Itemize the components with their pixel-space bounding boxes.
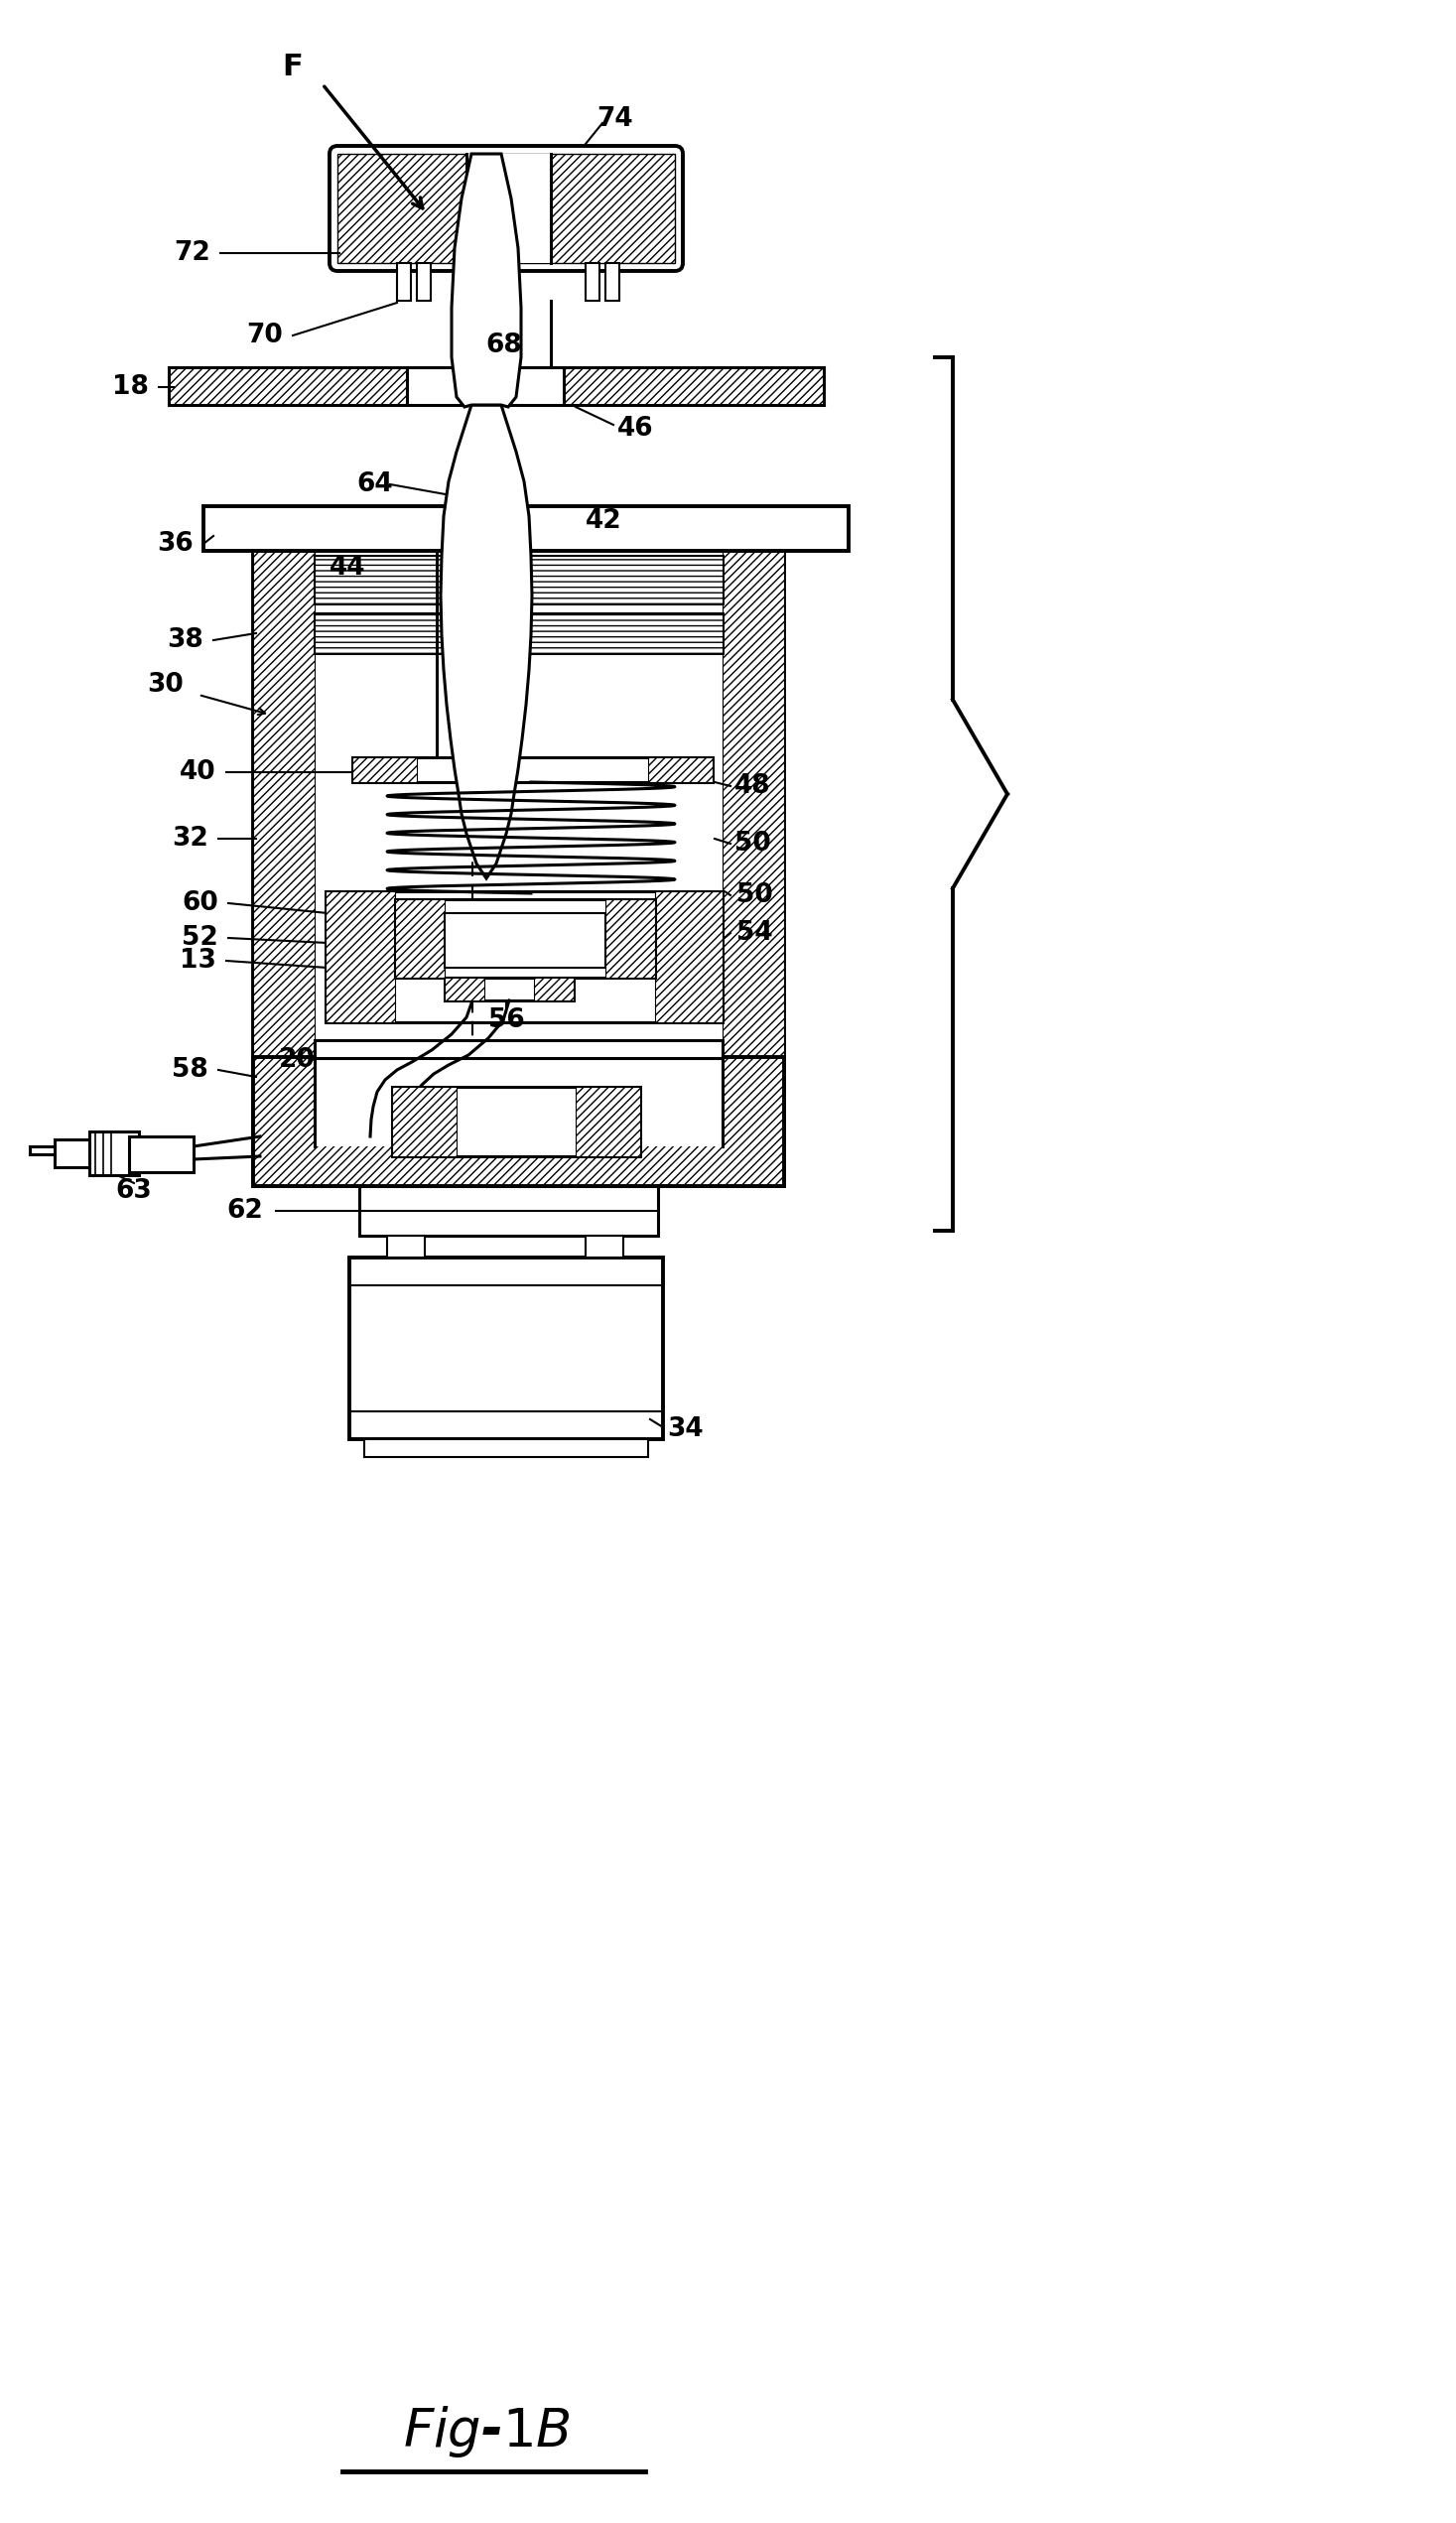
Bar: [648, 757, 712, 782]
Polygon shape: [451, 154, 521, 406]
Bar: [397, 262, 411, 300]
Bar: [655, 891, 722, 1022]
Text: 74: 74: [597, 106, 633, 131]
Bar: [314, 1057, 722, 1145]
Text: 58: 58: [172, 1057, 208, 1082]
Text: 34: 34: [667, 1415, 703, 1443]
Bar: [169, 368, 406, 406]
Bar: [606, 898, 655, 976]
Text: 63: 63: [115, 1178, 153, 1203]
Bar: [253, 540, 314, 1186]
Text: 42: 42: [585, 507, 622, 535]
Text: 68: 68: [486, 333, 523, 358]
Bar: [130, 1135, 194, 1173]
Bar: [89, 1130, 138, 1176]
Bar: [395, 898, 444, 976]
Text: 56: 56: [488, 1007, 524, 1034]
Text: 70: 70: [246, 323, 282, 348]
Bar: [349, 1256, 662, 1438]
Text: 60: 60: [182, 891, 218, 916]
Bar: [585, 262, 600, 300]
Bar: [722, 540, 785, 1186]
Bar: [253, 1057, 785, 1186]
Text: $\mathit{Fig}$-$\mathit{1B}$: $\mathit{Fig}$-$\mathit{1B}$: [402, 2404, 571, 2460]
Bar: [338, 154, 676, 262]
Text: 48: 48: [734, 772, 770, 800]
Bar: [444, 913, 606, 969]
Bar: [395, 898, 655, 976]
Text: 32: 32: [172, 825, 208, 853]
Bar: [314, 555, 722, 603]
Bar: [563, 368, 824, 406]
Bar: [392, 1087, 457, 1156]
Text: 72: 72: [173, 240, 211, 265]
Bar: [360, 1186, 658, 1236]
Bar: [314, 613, 722, 653]
Bar: [575, 1087, 641, 1156]
Bar: [387, 1236, 425, 1256]
Bar: [444, 976, 574, 1002]
Bar: [314, 555, 722, 603]
Text: 62: 62: [227, 1198, 264, 1224]
Bar: [352, 757, 416, 782]
Text: 38: 38: [167, 628, 204, 653]
Text: 30: 30: [147, 671, 183, 699]
Bar: [364, 1438, 648, 1456]
Text: 64: 64: [357, 472, 393, 497]
Text: 54: 54: [737, 921, 773, 946]
Bar: [314, 613, 722, 653]
Text: 18: 18: [112, 373, 149, 401]
Text: 44: 44: [329, 555, 365, 580]
Bar: [253, 540, 785, 1186]
Bar: [352, 757, 712, 782]
Bar: [392, 1087, 641, 1156]
Bar: [204, 507, 849, 550]
Bar: [444, 976, 485, 1002]
Bar: [326, 891, 722, 1022]
Text: 36: 36: [157, 530, 194, 558]
Bar: [585, 1236, 623, 1256]
Bar: [54, 1140, 130, 1168]
Text: 20: 20: [280, 1047, 316, 1072]
Text: 46: 46: [617, 416, 654, 442]
Bar: [606, 262, 619, 300]
Text: 13: 13: [179, 949, 217, 974]
Text: 50: 50: [737, 883, 773, 908]
Bar: [534, 976, 574, 1002]
Text: F: F: [282, 53, 303, 81]
Text: 50: 50: [734, 830, 770, 855]
Bar: [253, 1057, 785, 1186]
Bar: [314, 1039, 722, 1057]
Polygon shape: [441, 406, 531, 878]
Text: 40: 40: [181, 759, 217, 785]
Bar: [466, 154, 550, 262]
Bar: [416, 262, 431, 300]
Bar: [326, 891, 395, 1022]
Text: 52: 52: [182, 926, 218, 951]
